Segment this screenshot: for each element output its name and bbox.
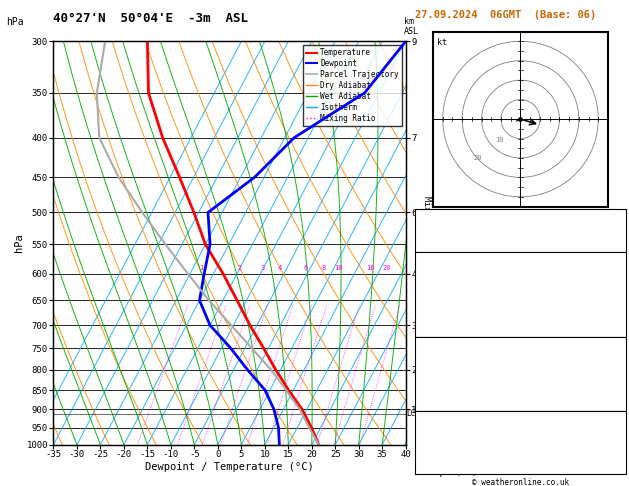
Text: 338°: 338° xyxy=(602,454,623,464)
X-axis label: Dewpoint / Temperature (°C): Dewpoint / Temperature (°C) xyxy=(145,462,314,472)
Text: 16: 16 xyxy=(367,265,375,271)
Text: 40°27'N  50°04'E  -3m  ASL: 40°27'N 50°04'E -3m ASL xyxy=(53,12,248,25)
Text: Most Unstable: Most Unstable xyxy=(486,341,555,350)
Text: 2: 2 xyxy=(237,265,242,271)
Text: km
ASL: km ASL xyxy=(404,17,419,36)
Text: 0: 0 xyxy=(618,336,623,346)
Text: 10: 10 xyxy=(495,138,504,143)
Text: θᴇ(K): θᴇ(K) xyxy=(418,295,445,305)
Text: EH: EH xyxy=(418,427,428,436)
Text: 319: 319 xyxy=(607,295,623,305)
Text: K: K xyxy=(418,213,423,222)
Text: 0: 0 xyxy=(618,427,623,436)
Text: 1022: 1022 xyxy=(602,353,623,363)
Text: Temp (°C): Temp (°C) xyxy=(418,268,466,278)
Text: Lifted Index: Lifted Index xyxy=(418,309,482,318)
Text: 5: 5 xyxy=(618,309,623,318)
Text: 4: 4 xyxy=(278,265,282,271)
Text: 8: 8 xyxy=(618,468,623,477)
Text: 10: 10 xyxy=(334,265,343,271)
Text: 20: 20 xyxy=(474,155,482,161)
Y-axis label: hPa: hPa xyxy=(14,234,24,252)
Text: Hodograph: Hodograph xyxy=(496,415,545,424)
Text: 0: 0 xyxy=(618,394,623,403)
Text: Totals Totals: Totals Totals xyxy=(418,226,487,236)
Text: CIN (J): CIN (J) xyxy=(418,408,455,417)
Text: 24: 24 xyxy=(613,213,623,222)
Text: SREH: SREH xyxy=(418,441,439,450)
Text: 3: 3 xyxy=(260,265,265,271)
Text: StmDir: StmDir xyxy=(418,454,450,464)
Text: 13.1: 13.1 xyxy=(602,282,623,291)
Text: CAPE (J): CAPE (J) xyxy=(418,394,460,403)
Text: θᴇ (K): θᴇ (K) xyxy=(418,367,450,376)
Text: Dewp (°C): Dewp (°C) xyxy=(418,282,466,291)
Text: 2.44: 2.44 xyxy=(602,240,623,249)
Text: © weatheronline.co.uk: © weatheronline.co.uk xyxy=(472,478,569,486)
Y-axis label: Mixing Ratio (g/kg): Mixing Ratio (g/kg) xyxy=(421,195,430,291)
Text: 27.09.2024  06GMT  (Base: 06): 27.09.2024 06GMT (Base: 06) xyxy=(415,10,596,20)
Text: 8: 8 xyxy=(321,265,326,271)
Text: Surface: Surface xyxy=(502,256,539,265)
Text: LCL: LCL xyxy=(406,409,420,418)
Text: Lifted Index: Lifted Index xyxy=(418,381,482,390)
Text: PW (cm): PW (cm) xyxy=(418,240,455,249)
Text: Pressure (mb): Pressure (mb) xyxy=(418,353,487,363)
Text: 20: 20 xyxy=(382,265,391,271)
Text: 5: 5 xyxy=(618,381,623,390)
Text: CAPE (J): CAPE (J) xyxy=(418,323,460,332)
Text: 6: 6 xyxy=(303,265,308,271)
Text: 38: 38 xyxy=(613,226,623,236)
Text: 319: 319 xyxy=(607,367,623,376)
Text: kt: kt xyxy=(437,38,447,47)
Text: 1: 1 xyxy=(199,265,203,271)
Text: hPa: hPa xyxy=(6,17,24,27)
Legend: Temperature, Dewpoint, Parcel Trajectory, Dry Adiabat, Wet Adiabat, Isotherm, Mi: Temperature, Dewpoint, Parcel Trajectory… xyxy=(303,45,402,126)
Text: 0: 0 xyxy=(618,323,623,332)
Text: 21.5: 21.5 xyxy=(602,268,623,278)
Text: 30: 30 xyxy=(613,441,623,450)
Text: CIN (J): CIN (J) xyxy=(418,336,455,346)
Text: 0: 0 xyxy=(618,408,623,417)
Text: StmSpd (kt): StmSpd (kt) xyxy=(418,468,477,477)
